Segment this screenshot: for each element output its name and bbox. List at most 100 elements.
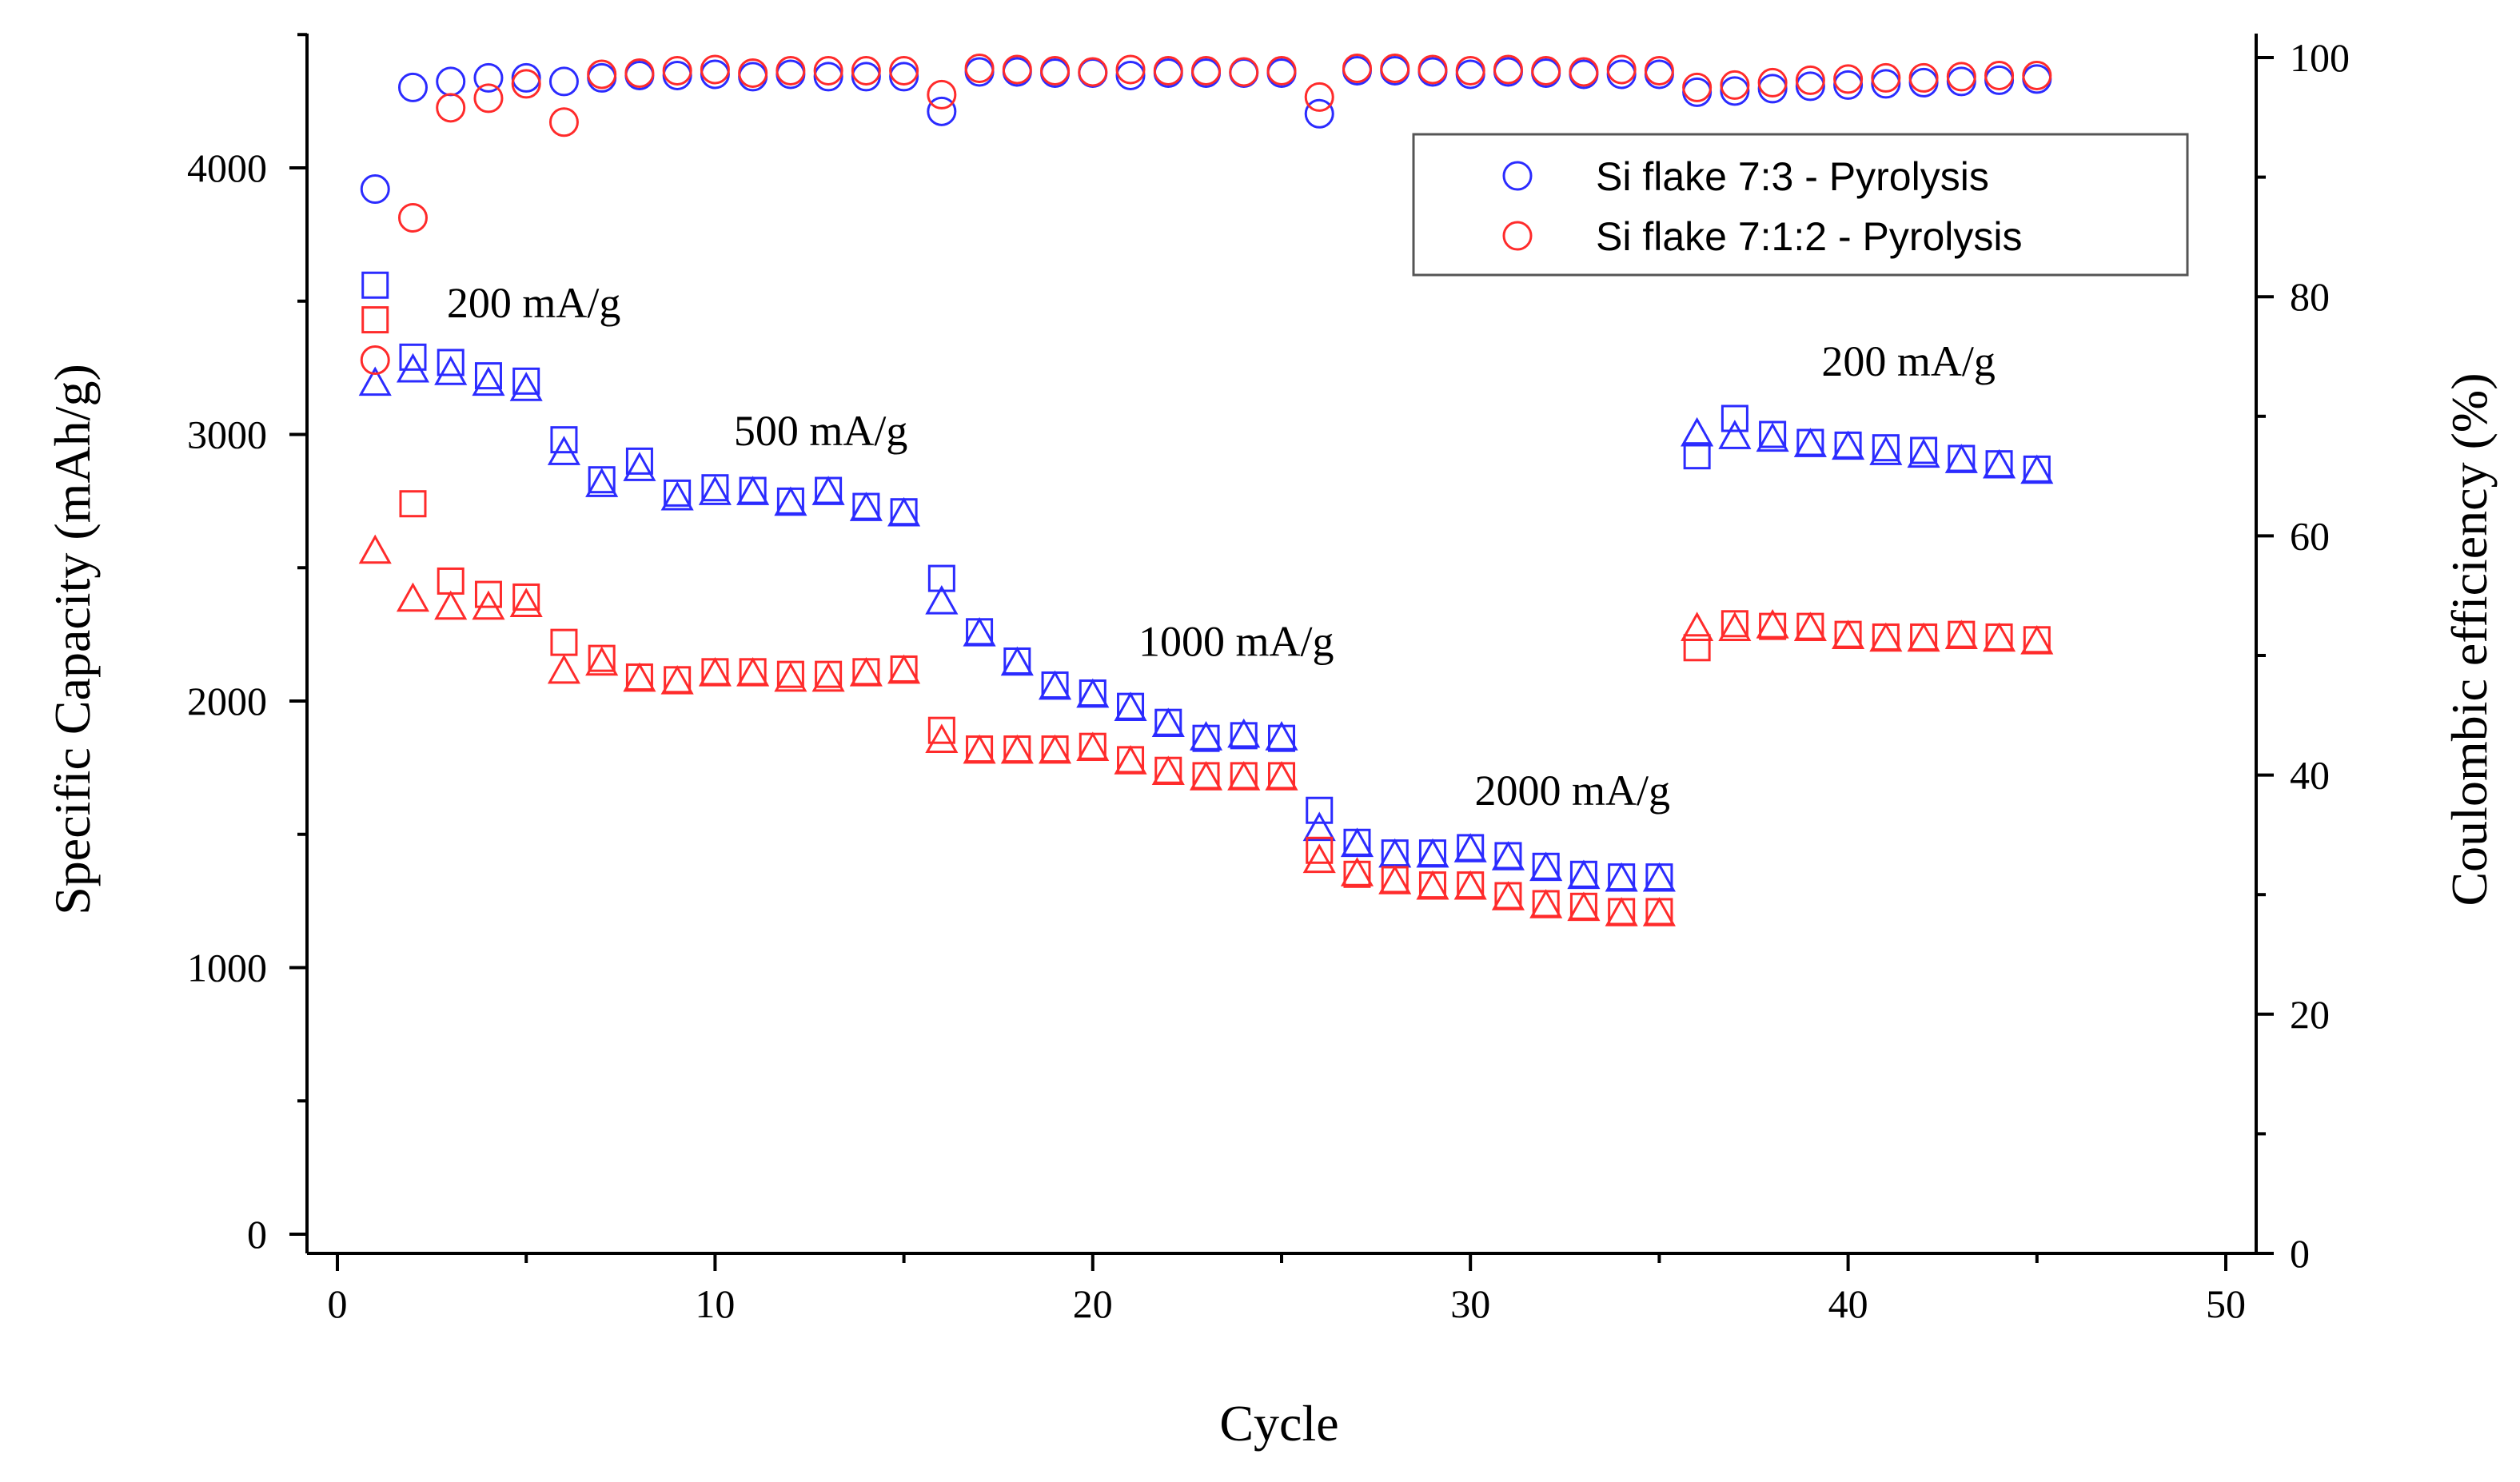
circle-point [700, 54, 730, 85]
circle-point [511, 62, 541, 93]
triangle-point [1567, 859, 1601, 890]
y-right-axis-title: Coulombic efficiency (%) [2441, 372, 2498, 906]
square-point [1457, 834, 1485, 862]
circle-point [964, 53, 995, 83]
square-point [512, 583, 540, 611]
square-point [1759, 420, 1787, 448]
y-right-tick-label: 80 [2290, 274, 2330, 319]
triangle-point [1076, 731, 1110, 762]
square-point [1532, 852, 1560, 880]
square-point [1117, 746, 1145, 774]
y-right-tick-label: 100 [2290, 35, 2350, 80]
triangle-point [1869, 436, 1903, 465]
circle-point [1795, 71, 1825, 102]
annotation-rate-4: 2000 mA/g [1474, 767, 1670, 815]
triangle-point [1453, 870, 1487, 900]
legend-label-si-flake-7-1-2: Si flake 7:1:2 - Pyrolysis [1596, 214, 2023, 259]
circle-point [360, 345, 390, 375]
circle-point [436, 66, 466, 97]
triangle-point [1302, 811, 1336, 842]
triangle-point [1832, 430, 1865, 460]
triangle-point [1944, 619, 1978, 649]
triangle-point [358, 534, 392, 564]
triangle-point [1567, 891, 1601, 922]
triangle-point [811, 662, 845, 692]
triangle-point [1681, 612, 1714, 641]
circle-point [397, 72, 428, 102]
circle-point [1493, 57, 1523, 87]
circle-point [473, 83, 504, 114]
circle-point [1191, 55, 1222, 86]
triangle-point [623, 662, 656, 692]
circle-point [1757, 67, 1788, 98]
triangle-point [1000, 646, 1034, 676]
y-left-tick-label: 1000 [187, 946, 267, 990]
circle-point [889, 62, 919, 92]
circle-point [1002, 57, 1032, 87]
square-point [1645, 898, 1673, 926]
circle-point [1493, 54, 1523, 85]
circle-point [1720, 76, 1750, 106]
square-point [1041, 671, 1069, 699]
x-tick-label: 20 [1073, 1281, 1113, 1326]
square-point [550, 426, 578, 454]
y-right-tick-label: 20 [2290, 992, 2330, 1037]
triangle-point [1907, 622, 1940, 652]
square-point [625, 447, 653, 475]
circle-point [1040, 55, 1071, 86]
triangle-point [698, 656, 732, 687]
triangle-point [1718, 420, 1752, 449]
circle-point [662, 55, 692, 86]
square-point [437, 349, 465, 376]
triangle-point [472, 366, 505, 396]
square-point [1910, 623, 1938, 651]
circle-point [927, 79, 957, 110]
triangle-point [1491, 841, 1525, 870]
triangle-point [1944, 444, 1978, 473]
square-point [1721, 610, 1748, 638]
legend-box [1412, 133, 2189, 277]
square-point [1872, 623, 1900, 651]
square-point [1381, 866, 1409, 894]
triangle-point [1227, 761, 1261, 791]
circle-point [1606, 54, 1637, 85]
series-4 [358, 534, 2054, 926]
square-point [1796, 612, 1824, 640]
triangle-point [1642, 897, 1676, 926]
triangle-point [509, 588, 543, 617]
x-tick-label: 10 [695, 1281, 735, 1326]
triangle-point [1302, 843, 1336, 874]
circle-point [1833, 64, 1864, 94]
triangle-point [925, 723, 959, 754]
square-point [1041, 735, 1069, 763]
square-point [474, 580, 502, 608]
circle-point [1871, 69, 1901, 99]
triangle-point [547, 654, 581, 684]
square-point [701, 658, 729, 686]
triangle-point [396, 353, 430, 383]
legend-marker-red [1502, 221, 1533, 251]
circle-point [1418, 54, 1448, 85]
circle-point [738, 58, 768, 88]
square-point [1230, 722, 1258, 750]
square-point [1683, 442, 1711, 470]
square-point [1343, 860, 1371, 888]
circle-point [1644, 55, 1674, 86]
legend: Si flake 7:3 - Pyrolysis Si flake 7:1:2 … [1412, 133, 2189, 277]
triangle-point [1189, 761, 1223, 791]
triangle-point [1793, 612, 1827, 641]
square-point [399, 490, 427, 518]
square-point [1985, 623, 2013, 651]
square-point [361, 271, 389, 299]
triangle-point [472, 590, 505, 620]
square-point [776, 660, 804, 688]
x-axis-title: Cycle [1219, 1395, 1338, 1452]
square-point [1494, 882, 1522, 910]
square-point [852, 658, 880, 686]
square-point [1608, 863, 1636, 891]
triangle-point [1340, 827, 1374, 858]
x-tick-label: 50 [2206, 1281, 2246, 1326]
square-point [966, 735, 994, 763]
square-point [1608, 898, 1636, 926]
circle-point [776, 55, 806, 86]
